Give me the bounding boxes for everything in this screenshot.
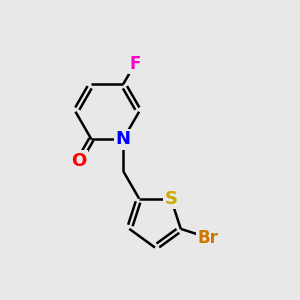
Text: N: N bbox=[116, 130, 131, 148]
Text: F: F bbox=[129, 55, 141, 73]
Text: O: O bbox=[71, 152, 87, 170]
Text: Br: Br bbox=[197, 229, 218, 247]
Text: S: S bbox=[164, 190, 177, 208]
